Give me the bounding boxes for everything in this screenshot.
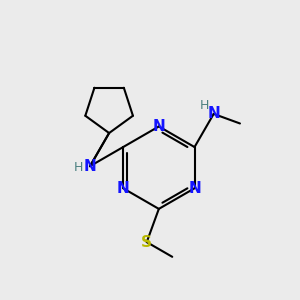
Text: H: H	[74, 161, 83, 174]
Text: N: N	[117, 181, 130, 196]
Text: N: N	[84, 159, 96, 174]
Text: N: N	[152, 119, 165, 134]
Text: N: N	[188, 181, 201, 196]
Text: N: N	[207, 106, 220, 122]
Text: H: H	[199, 100, 208, 112]
Text: S: S	[141, 235, 152, 250]
